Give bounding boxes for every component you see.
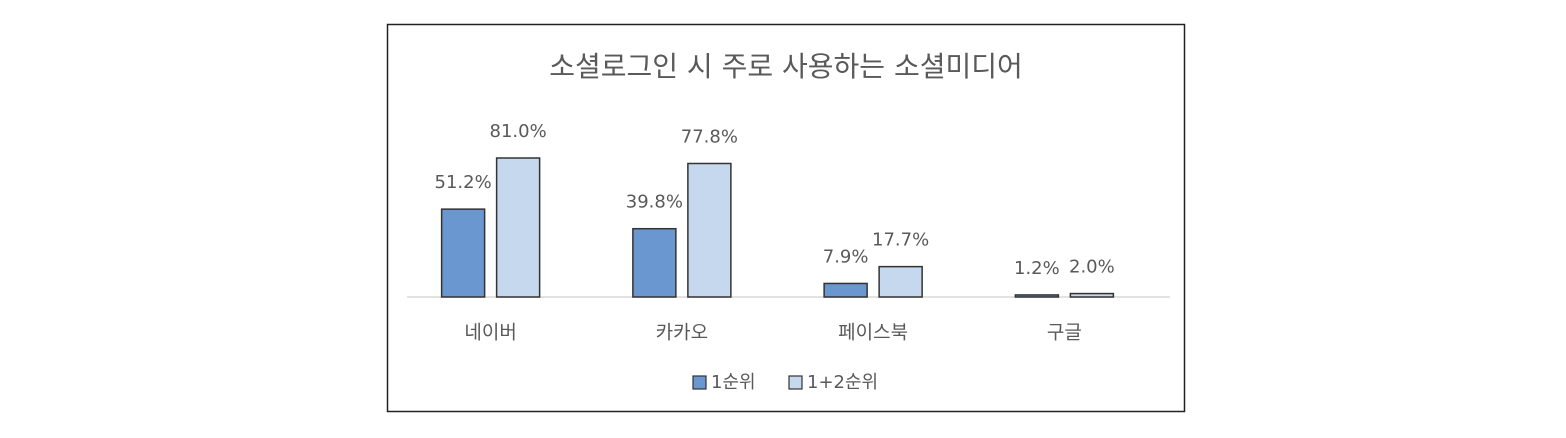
data-label: 39.8% [626, 192, 683, 213]
bar [823, 282, 868, 298]
bar [687, 162, 732, 298]
legend-swatch [692, 375, 707, 390]
x-tick-label: 네이버 [464, 322, 516, 344]
bar [1014, 294, 1060, 298]
legend-swatch [788, 375, 803, 390]
chart-title: 소셜로그인 시 주로 사용하는 소셜미디어 [549, 50, 1023, 83]
data-label: 2.0% [1069, 257, 1115, 278]
x-tick-label: 구글 [1047, 322, 1082, 344]
data-label: 81.0% [490, 121, 547, 142]
x-tick-label: 페이스북 [838, 322, 908, 344]
data-label: 7.9% [823, 246, 869, 267]
data-label: 17.7% [872, 230, 929, 251]
bar [440, 208, 486, 298]
legend-label: 1순위 [711, 372, 756, 393]
bar [495, 157, 541, 298]
bar [878, 265, 923, 298]
bar [632, 227, 677, 298]
x-tick-label: 카카오 [656, 322, 708, 344]
data-label: 51.2% [435, 172, 492, 193]
legend-label: 1+2순위 [807, 372, 878, 393]
data-label: 1.2% [1014, 258, 1060, 279]
data-label: 77.8% [681, 126, 738, 147]
bar [1069, 292, 1115, 298]
